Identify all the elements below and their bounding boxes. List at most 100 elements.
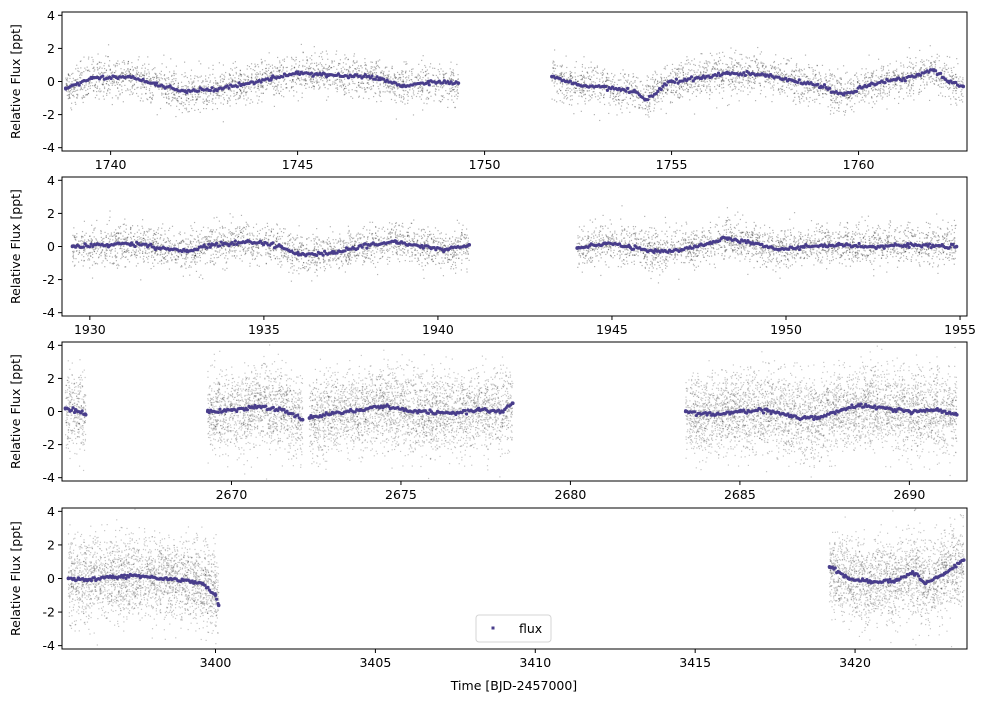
flux-point <box>699 76 704 80</box>
y-tick-label: 0 <box>47 239 55 254</box>
flux-point <box>871 244 875 249</box>
y-tick-label: 4 <box>47 8 55 23</box>
flux-point <box>819 84 823 89</box>
flux-point <box>159 576 163 581</box>
flux-point <box>280 408 285 412</box>
y-axis-label: Relative Flux [ppt] <box>8 354 23 469</box>
flux-point <box>90 76 94 80</box>
flux-point <box>651 249 656 254</box>
flux-point <box>942 571 947 576</box>
flux-point <box>70 244 75 249</box>
y-tick-label: 0 <box>47 74 55 89</box>
flux-point <box>923 581 928 586</box>
x-tick-label: 1955 <box>944 322 976 337</box>
flux-point <box>449 411 454 415</box>
legend-box <box>475 614 552 643</box>
flux-point <box>725 71 730 76</box>
x-tick-label: 3415 <box>679 655 711 670</box>
x-tick-label: 3405 <box>359 655 391 670</box>
x-tick-label: 1930 <box>74 322 106 337</box>
flux-point <box>185 249 190 254</box>
flux-point <box>394 239 398 244</box>
flux-point <box>602 84 607 89</box>
flux-point <box>239 83 244 87</box>
raw-flux-points <box>67 508 965 649</box>
flux-point <box>325 73 330 77</box>
y-tick-label: 2 <box>47 537 55 552</box>
flux-point <box>846 576 851 581</box>
y-tick-label: -2 <box>43 605 55 620</box>
flux-point <box>63 86 68 90</box>
binned-flux-series <box>63 68 966 102</box>
flux-point <box>683 409 688 414</box>
flux-point <box>788 414 793 419</box>
x-tick-label: 1940 <box>422 322 454 337</box>
flux-point <box>836 243 841 247</box>
flux-point <box>477 408 481 412</box>
x-tick-label: 2680 <box>555 487 587 502</box>
flux-point <box>157 246 162 250</box>
y-tick-label: -2 <box>43 107 55 122</box>
x-tick-label: 1745 <box>282 157 314 172</box>
flux-point <box>576 83 580 87</box>
flux-point <box>856 403 861 407</box>
x-tick-label: 3420 <box>839 655 871 670</box>
flux-point <box>366 243 371 247</box>
flux-point <box>816 416 820 420</box>
flux-point <box>426 79 431 84</box>
flux-point <box>213 593 218 598</box>
flux-point <box>725 236 729 241</box>
flux-point <box>738 409 742 414</box>
flux-point <box>550 74 554 79</box>
flux-point <box>765 408 769 412</box>
flux-point <box>603 241 607 245</box>
flux-point <box>839 408 844 412</box>
flux-point <box>955 413 959 417</box>
legend-marker <box>491 626 495 630</box>
flux-point <box>500 409 505 414</box>
y-axis-label: Relative Flux [ppt] <box>8 521 23 636</box>
y-tick-label: -4 <box>43 638 56 653</box>
flux-point <box>400 84 405 89</box>
axes-frame <box>61 11 968 152</box>
x-tick-label: 1935 <box>248 322 280 337</box>
flux-point <box>954 244 959 249</box>
y-axis-label: Relative Flux [ppt] <box>8 24 23 139</box>
flux-point <box>73 408 78 412</box>
y-tick-label: 4 <box>47 338 55 353</box>
flux-point <box>643 97 648 102</box>
panel-4: -4 -2 0 2 4 3400 3405 3410 3415 3420 Relative Flux… <box>8 504 968 670</box>
y-axis-label: Relative Flux [ppt] <box>8 189 23 304</box>
flux-point <box>351 74 356 79</box>
panels: -4 -2 0 2 4 1740 1745 1750 1755 1760 Relative Flux… <box>8 8 976 670</box>
x-tick-label: 1755 <box>656 157 688 172</box>
flux-point <box>213 87 218 92</box>
y-tick-label: 0 <box>47 404 55 419</box>
y-tick-label: -2 <box>43 272 55 287</box>
x-axis-label: Time [BJD-2457000] <box>450 678 577 693</box>
flux-point <box>931 68 936 72</box>
flux-point <box>216 603 221 608</box>
y-tick-label: 2 <box>47 206 55 221</box>
flux-point <box>66 576 71 581</box>
flux-point <box>209 243 214 247</box>
flux-point <box>153 83 158 87</box>
x-tick-label: 2670 <box>216 487 248 502</box>
x-tick-label: 2690 <box>893 487 925 502</box>
flux-point <box>962 558 966 562</box>
flux-point <box>205 409 210 414</box>
flux-point <box>934 408 939 412</box>
x-tick-label: 1740 <box>95 157 127 172</box>
flux-point <box>83 413 88 417</box>
flux-point <box>331 411 335 415</box>
flux-point <box>133 573 138 577</box>
flux-point <box>627 244 632 249</box>
x-tick-label: 2675 <box>385 487 417 502</box>
flux-point <box>416 409 420 414</box>
flux-point <box>443 248 447 252</box>
flux-point <box>961 84 966 89</box>
binned-flux-series <box>66 558 966 608</box>
flux-point <box>946 79 951 84</box>
flux-point <box>300 417 305 422</box>
flux-point <box>511 401 515 406</box>
